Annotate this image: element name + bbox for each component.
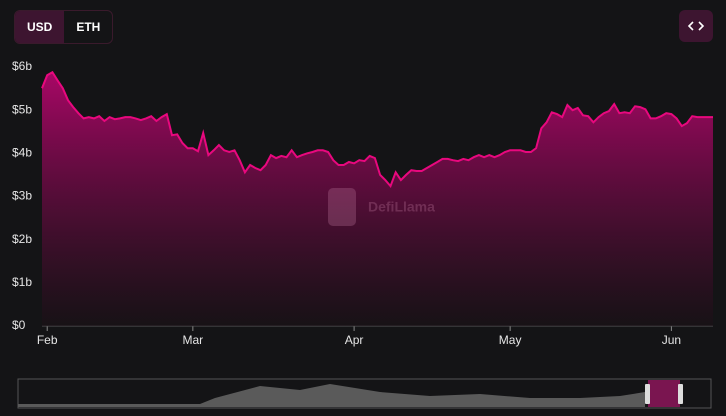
- navigator-handle[interactable]: [645, 384, 650, 404]
- currency-toggle: USD ETH: [14, 10, 114, 44]
- watermark: DefiLlama: [328, 188, 435, 226]
- navigator-handle[interactable]: [678, 384, 683, 404]
- navigator: [17, 378, 712, 409]
- x-tick-label: Apr: [345, 333, 364, 347]
- y-tick-label: $4b: [12, 146, 32, 160]
- embed-button[interactable]: [679, 10, 713, 42]
- y-tick-label: $6b: [12, 59, 32, 73]
- y-tick-label: $2b: [12, 232, 32, 246]
- currency-button[interactable]: USD: [15, 11, 65, 43]
- currency-button[interactable]: ETH: [76, 20, 101, 34]
- area: [42, 72, 713, 326]
- x-tick-label: Feb: [37, 333, 58, 347]
- x-tick-label: May: [499, 333, 522, 347]
- y-tick-label: $0: [12, 318, 26, 332]
- y-tick-label: $3b: [12, 189, 32, 203]
- navigator-selection: [648, 380, 680, 407]
- x-tick-label: Jun: [662, 333, 681, 347]
- navigator-shape: [18, 384, 645, 407]
- line: [41, 70, 713, 189]
- x-tick-label: Mar: [183, 333, 204, 347]
- watermark-text: DefiLlama: [368, 199, 435, 215]
- navigator-frame: [17, 378, 712, 409]
- y-tick-label: $5b: [12, 102, 32, 116]
- y-tick-label: $1b: [12, 275, 32, 289]
